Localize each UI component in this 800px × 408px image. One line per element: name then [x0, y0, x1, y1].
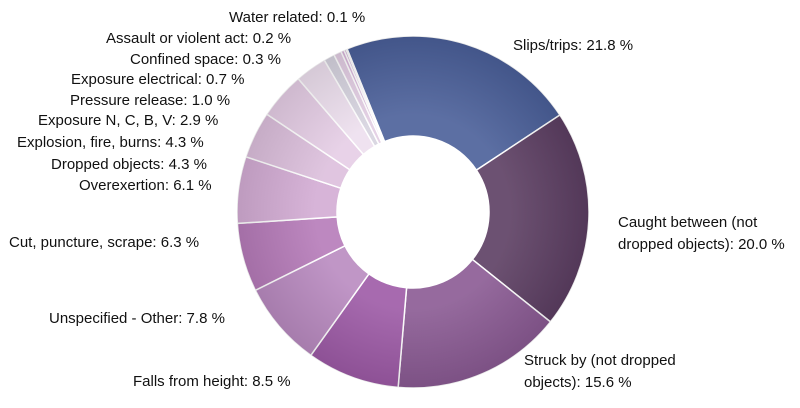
labels-group: Slips/trips: 21.8 % Caught between (not dr… [9, 9, 785, 391]
label-cut-puncture-scrape: Cut, puncture, scrape: 6.3 % [9, 234, 199, 251]
label-line: Caught between (not [618, 214, 758, 231]
label-line: dropped objects): 20.0 % [618, 236, 785, 253]
label-unspecified-other: Unspecified - Other: 7.8 % [49, 310, 225, 327]
label-slips-trips: Slips/trips: 21.8 % [513, 37, 633, 54]
donut-hole [338, 137, 488, 287]
label-line: objects): 15.6 % [524, 374, 632, 391]
label-assault-or-violent-act: Assault or violent act: 0.2 % [106, 30, 291, 47]
label-exposure-electrical: Exposure electrical: 0.7 % [71, 71, 244, 88]
label-caught-between-not-dropped-objects: Caught between (not dropped objects): 20.… [618, 214, 785, 253]
label-dropped-objects: Dropped objects: 4.3 % [51, 156, 207, 173]
label-water-related: Water related: 0.1 % [229, 9, 365, 26]
label-struck-by-not-dropped-objects: Struck by (not dropped objects): 15.6 % [524, 352, 676, 391]
label-explosion-fire-burns: Explosion, fire, burns: 4.3 % [17, 134, 204, 151]
label-pressure-release: Pressure release: 1.0 % [70, 92, 230, 109]
label-exposure-n-c-b-v: Exposure N, C, B, V: 2.9 % [38, 112, 218, 129]
slices-group [236, 35, 590, 389]
label-line: Struck by (not dropped [524, 352, 676, 369]
label-overexertion: Overexertion: 6.1 % [79, 177, 212, 194]
label-confined-space: Confined space: 0.3 % [130, 51, 281, 68]
label-falls-from-height: Falls from height: 8.5 % [133, 373, 291, 390]
